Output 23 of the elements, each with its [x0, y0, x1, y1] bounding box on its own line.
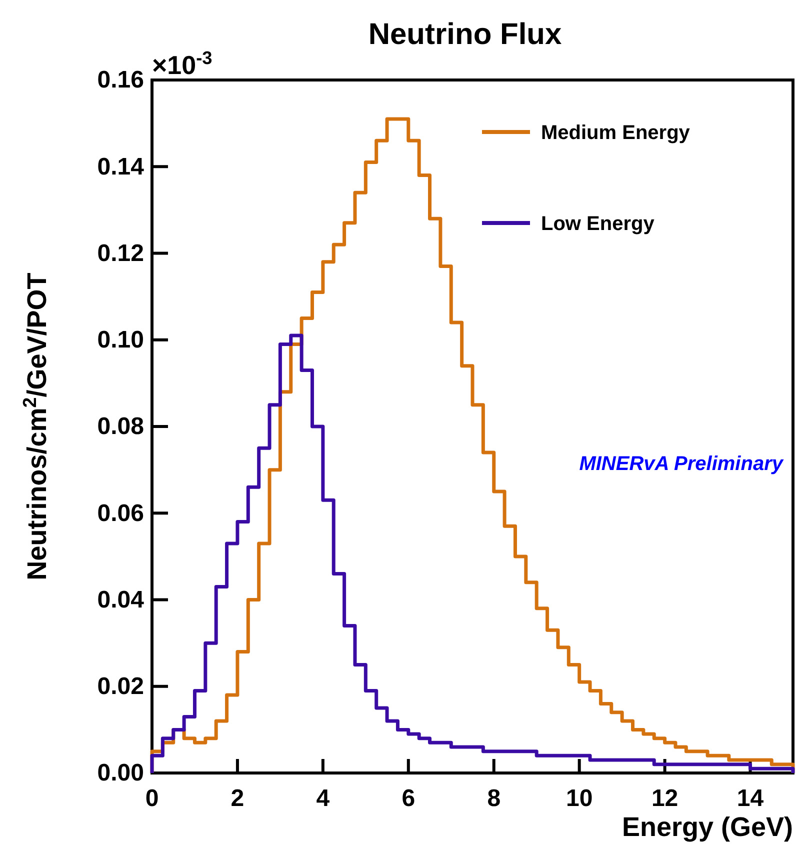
x-tick-label: 6: [402, 785, 416, 812]
annotation: MINERvA Preliminary: [579, 453, 784, 475]
x-axis-title: Energy (GeV): [622, 812, 793, 842]
y-tick-label: 0.10: [97, 326, 144, 354]
x-tick-label: 2: [230, 785, 244, 812]
chart-title: Neutrino Flux: [368, 18, 562, 51]
y-tick-label: 0.02: [97, 673, 144, 700]
annotation: ×10$^{-3}$: [152, 48, 212, 80]
x-tick-label: 4: [316, 785, 330, 812]
y-tick-label: 0.06: [97, 500, 144, 527]
y-tick-label: 0.12: [97, 240, 144, 267]
y-tick-label: 0.00: [97, 760, 144, 787]
x-tick-label: 12: [651, 785, 678, 812]
legend-label: Low Energy: [541, 213, 656, 235]
x-tick-label: 8: [487, 785, 501, 812]
y-tick-label: 0.08: [97, 413, 144, 440]
x-tick-label: 14: [736, 785, 764, 812]
x-tick-label: 10: [566, 785, 593, 812]
y-tick-label: 0.04: [97, 586, 145, 614]
y-tick-label: 0.16: [97, 66, 144, 94]
legend-label: Medium Energy: [541, 122, 691, 144]
y-tick-label: 0.14: [97, 153, 145, 180]
x-tick-label: 0: [145, 785, 159, 812]
